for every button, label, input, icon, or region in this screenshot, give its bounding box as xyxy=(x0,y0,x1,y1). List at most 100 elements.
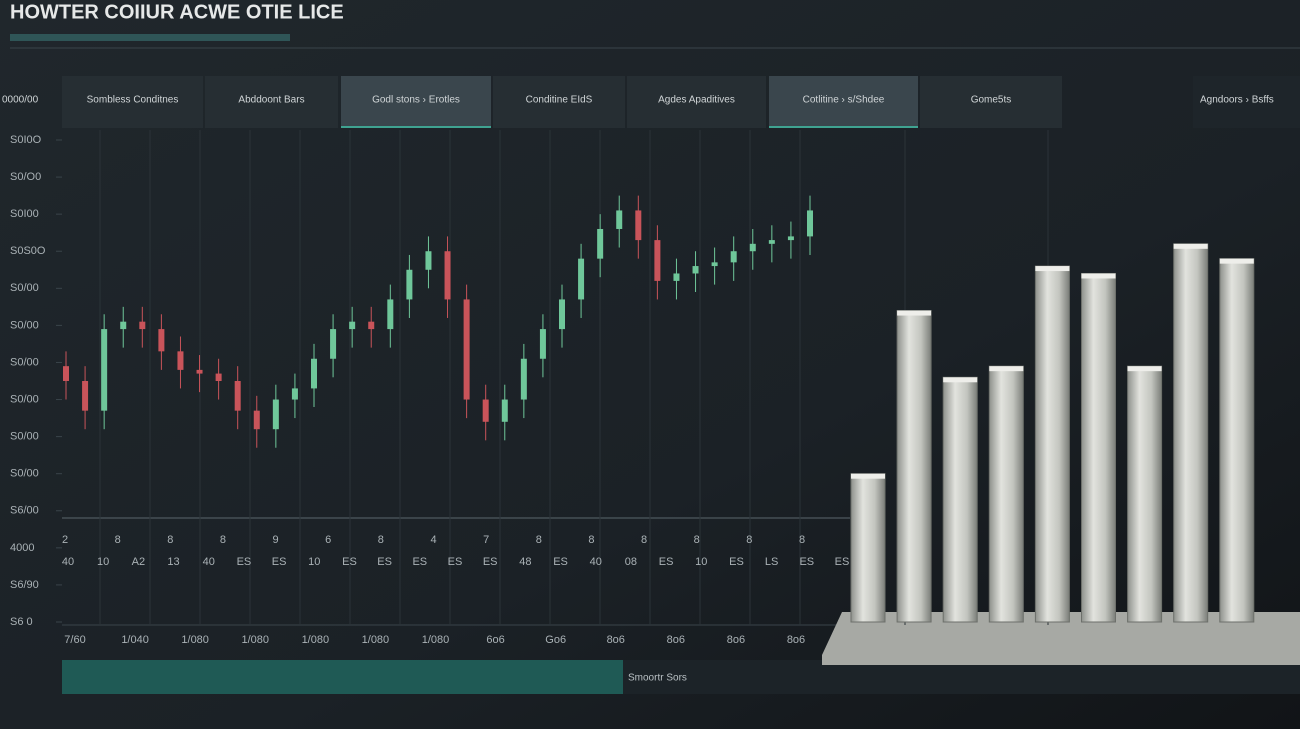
y-tick-label: S0/00 xyxy=(10,468,39,480)
bars-base-plate xyxy=(822,612,1300,665)
candle-body xyxy=(482,399,489,422)
silver-bar xyxy=(1127,365,1163,623)
candle-body xyxy=(291,388,298,400)
candle-body xyxy=(807,210,813,237)
x-tick-label: 9 xyxy=(273,534,279,546)
x-tick-label: 1/080 xyxy=(362,634,390,646)
x-tick-label: 1/080 xyxy=(302,634,330,646)
x-tick-label: ES xyxy=(835,556,850,568)
tab-right[interactable] xyxy=(1193,76,1300,128)
tab-right-label: Agndoors › Bsffs xyxy=(1200,95,1274,106)
x-tick-label: ES xyxy=(272,556,287,568)
y-tick-label: S0/00 xyxy=(10,356,39,368)
tab[interactable] xyxy=(341,76,491,128)
x-tick-label: 40 xyxy=(590,556,602,568)
candle-body xyxy=(520,358,527,400)
candle-body xyxy=(234,381,241,411)
y-tick-label: S6 0 xyxy=(10,616,33,628)
x-tick-label: 6 xyxy=(325,534,331,546)
candle-body xyxy=(444,251,451,300)
x-tick-label: 1/080 xyxy=(422,634,450,646)
candle-body xyxy=(368,321,375,330)
candle-body xyxy=(787,236,794,241)
x-tick-label: 1/080 xyxy=(181,634,209,646)
x-tick-label: 8o6 xyxy=(787,634,805,646)
candle-body xyxy=(349,321,356,330)
candle-body xyxy=(311,358,317,389)
candle-body xyxy=(82,381,89,411)
candle-body xyxy=(272,399,279,430)
candle-body xyxy=(559,299,565,330)
x-tick-label: 48 xyxy=(519,556,531,568)
x-tick-label: 13 xyxy=(167,556,179,568)
candle-body xyxy=(120,321,127,330)
y-tick-label: S0I00 xyxy=(10,208,39,220)
tab-label: Sombless Conditnes xyxy=(87,95,179,106)
y-tick-label: 4000 xyxy=(10,542,34,554)
silver-bar xyxy=(850,473,886,623)
title-underline xyxy=(10,34,290,41)
candle-body xyxy=(463,299,470,400)
x-tick-label: 4 xyxy=(430,534,436,546)
y-tick-label: S0I0O xyxy=(10,134,42,146)
candle-body xyxy=(387,299,394,330)
page-title: HOWTER COIIUR ACWE OTIE LICE xyxy=(10,1,344,23)
candle-body xyxy=(673,273,680,281)
candle-body xyxy=(539,329,546,359)
y-tick-label: S0/00 xyxy=(10,393,39,405)
x-tick-label: 8 xyxy=(641,534,647,546)
candle-body xyxy=(253,410,260,430)
candle-body xyxy=(749,243,756,252)
x-tick-label: 10 xyxy=(308,556,320,568)
x-tick-label: ES xyxy=(448,556,463,568)
tab[interactable] xyxy=(627,76,766,128)
x-tick-label: 1/080 xyxy=(241,634,269,646)
x-tick-label: ES xyxy=(729,556,744,568)
silver-bar xyxy=(1034,265,1070,623)
silver-bar-top xyxy=(943,377,978,383)
silver-bar-top xyxy=(897,310,932,316)
tab[interactable] xyxy=(769,76,918,128)
x-tick-label: ES xyxy=(553,556,568,568)
silver-bar-top xyxy=(989,366,1024,372)
x-tick-label: 8o6 xyxy=(727,634,745,646)
candle-body xyxy=(330,329,337,359)
silver-bar-top xyxy=(1081,273,1116,279)
x-tick-label: 7/60 xyxy=(64,634,85,646)
tab[interactable] xyxy=(493,76,625,128)
tab[interactable] xyxy=(920,76,1062,128)
tab[interactable] xyxy=(205,76,338,128)
x-tick-label: 8o6 xyxy=(667,634,685,646)
silver-bar xyxy=(1219,258,1255,623)
x-tick-label: ES xyxy=(342,556,357,568)
tab-label: Agdes Apaditives xyxy=(658,95,735,106)
tab-label: Cotlitine › s/Shdee xyxy=(803,95,885,106)
candle-body xyxy=(768,240,775,244)
y-tick-label: S0/O0 xyxy=(10,171,41,183)
candle-body xyxy=(139,321,146,330)
tab-label: Gome5ts xyxy=(971,95,1012,106)
silver-bar xyxy=(988,365,1024,623)
x-tick-label: 2 xyxy=(62,534,68,546)
tab-active-underline xyxy=(769,126,918,128)
candle-body xyxy=(578,258,585,300)
y-tick-label: S6/00 xyxy=(10,505,39,517)
candle-body xyxy=(730,251,737,263)
x-tick-label: ES xyxy=(377,556,392,568)
candle-body xyxy=(215,373,222,381)
x-tick-label: 8 xyxy=(378,534,384,546)
candle-body xyxy=(654,240,661,281)
x-tick-label: 8 xyxy=(167,534,173,546)
tab[interactable] xyxy=(62,76,203,128)
x-tick-label: ES xyxy=(412,556,427,568)
x-tick-label: 8o6 xyxy=(607,634,625,646)
candle-body xyxy=(635,210,642,241)
candle-body xyxy=(616,210,623,229)
candle-body xyxy=(196,369,203,374)
silver-bar-top xyxy=(851,473,885,479)
silver-bar-top xyxy=(1127,366,1162,372)
tab-label: Godl stons › Erotles xyxy=(372,95,460,106)
y-tick-label: S0S0O xyxy=(10,245,46,257)
x-tick-label: 8 xyxy=(536,534,542,546)
